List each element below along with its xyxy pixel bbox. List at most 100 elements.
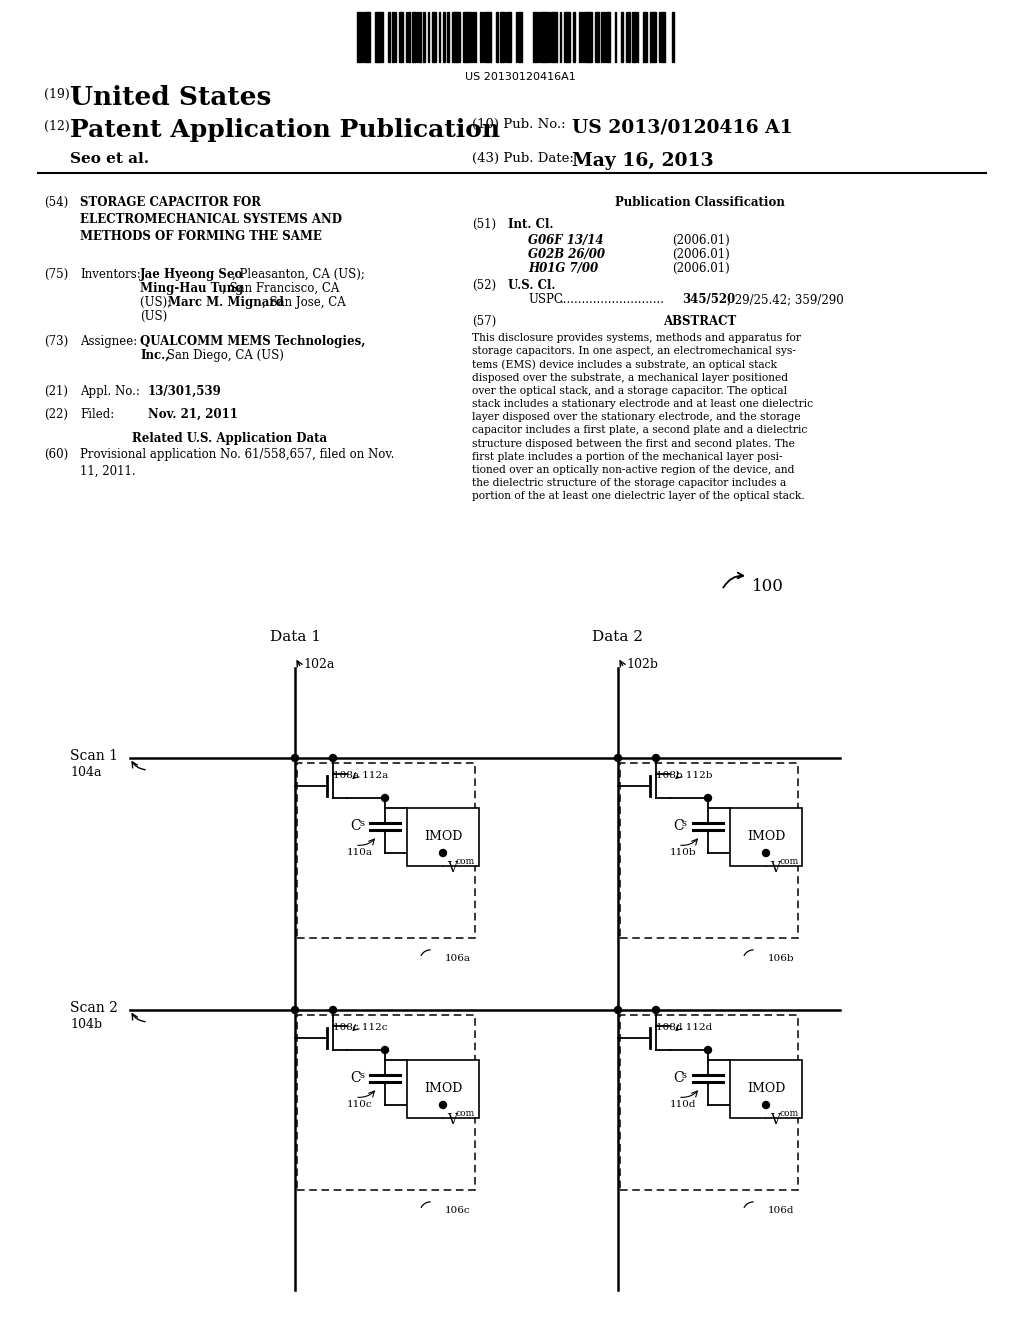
- Bar: [645, 12, 647, 62]
- Circle shape: [330, 755, 337, 762]
- Text: (54): (54): [44, 195, 69, 209]
- Bar: [463, 12, 465, 62]
- Bar: [622, 12, 623, 62]
- Bar: [628, 12, 630, 62]
- Circle shape: [705, 795, 712, 801]
- Bar: [487, 12, 488, 62]
- Text: IMOD: IMOD: [424, 1082, 462, 1096]
- Bar: [544, 12, 546, 62]
- Bar: [608, 12, 609, 62]
- Text: 102a: 102a: [303, 657, 335, 671]
- Bar: [459, 12, 460, 62]
- Bar: [369, 12, 370, 62]
- Text: first plate includes a portion of the mechanical layer posi-: first plate includes a portion of the me…: [472, 451, 782, 462]
- Bar: [650, 12, 651, 62]
- Bar: [730, 1060, 802, 1118]
- Text: Assignee:: Assignee:: [80, 335, 137, 348]
- Text: (2006.01): (2006.01): [672, 248, 730, 261]
- Bar: [635, 12, 636, 62]
- Bar: [584, 12, 586, 62]
- Text: ............................: ............................: [560, 293, 665, 306]
- Text: 100: 100: [752, 578, 784, 595]
- Bar: [413, 12, 414, 62]
- Bar: [643, 12, 645, 62]
- Bar: [447, 12, 450, 62]
- Text: Scan 2: Scan 2: [70, 1001, 118, 1015]
- Bar: [591, 12, 592, 62]
- Circle shape: [652, 1006, 659, 1014]
- Bar: [536, 12, 538, 62]
- Bar: [601, 12, 603, 62]
- Text: San Diego, CA (US): San Diego, CA (US): [163, 348, 284, 362]
- Circle shape: [292, 755, 299, 762]
- Circle shape: [382, 1047, 388, 1053]
- Bar: [438, 12, 440, 62]
- Bar: [730, 808, 802, 866]
- Text: 108c 112c: 108c 112c: [333, 1023, 387, 1032]
- Bar: [401, 12, 403, 62]
- Bar: [465, 12, 467, 62]
- Bar: [509, 12, 511, 62]
- Text: over the optical stack, and a storage capacitor. The optical: over the optical stack, and a storage ca…: [472, 385, 787, 396]
- Text: com: com: [456, 1109, 475, 1118]
- Text: (75): (75): [44, 268, 69, 281]
- Bar: [500, 12, 502, 62]
- Text: Appl. No.:: Appl. No.:: [80, 385, 140, 399]
- Bar: [474, 12, 475, 62]
- Bar: [394, 12, 396, 62]
- Text: com: com: [456, 857, 475, 866]
- Bar: [580, 12, 582, 62]
- Bar: [496, 12, 498, 62]
- Text: G06F 13/14: G06F 13/14: [528, 234, 603, 247]
- Bar: [297, 1015, 475, 1191]
- Bar: [443, 12, 444, 62]
- Bar: [364, 12, 366, 62]
- Text: This disclosure provides systems, methods and apparatus for: This disclosure provides systems, method…: [472, 333, 801, 343]
- Bar: [415, 12, 416, 62]
- Text: ; 29/25.42; 359/290: ; 29/25.42; 359/290: [727, 293, 844, 306]
- Text: 108a 112a: 108a 112a: [333, 771, 388, 780]
- Text: V: V: [770, 1113, 780, 1127]
- Text: 106a: 106a: [445, 954, 471, 964]
- Bar: [432, 12, 434, 62]
- Bar: [564, 12, 566, 62]
- Text: layer disposed over the stationary electrode, and the storage: layer disposed over the stationary elect…: [472, 412, 801, 422]
- Bar: [620, 1015, 798, 1191]
- Text: com: com: [779, 1109, 799, 1118]
- Text: IMOD: IMOD: [424, 830, 462, 843]
- Bar: [553, 12, 555, 62]
- Text: 110c: 110c: [347, 1100, 373, 1109]
- Text: 110b: 110b: [670, 847, 696, 857]
- Text: com: com: [779, 857, 799, 866]
- Bar: [520, 12, 522, 62]
- Bar: [419, 12, 421, 62]
- Text: structure disposed between the first and second plates. The: structure disposed between the first and…: [472, 438, 795, 449]
- Circle shape: [439, 1101, 446, 1109]
- Bar: [620, 763, 798, 939]
- Bar: [489, 12, 490, 62]
- Text: V: V: [770, 861, 780, 875]
- Bar: [482, 12, 484, 62]
- Text: 108b 112b: 108b 112b: [656, 771, 713, 780]
- Text: 104a: 104a: [70, 766, 101, 779]
- Bar: [588, 12, 590, 62]
- Text: tioned over an optically non-active region of the device, and: tioned over an optically non-active regi…: [472, 465, 795, 475]
- Bar: [381, 12, 383, 62]
- Bar: [672, 12, 674, 62]
- Bar: [516, 12, 517, 62]
- Bar: [559, 12, 561, 62]
- Bar: [637, 12, 638, 62]
- Text: Marc M. Mignard: Marc M. Mignard: [168, 296, 284, 309]
- Text: Data 1: Data 1: [269, 630, 321, 644]
- Text: s: s: [359, 1071, 364, 1080]
- Text: ABSTRACT: ABSTRACT: [664, 315, 736, 327]
- Bar: [417, 12, 419, 62]
- Circle shape: [763, 1101, 769, 1109]
- Text: Int. Cl.: Int. Cl.: [508, 218, 554, 231]
- Bar: [603, 12, 605, 62]
- Bar: [652, 12, 653, 62]
- Text: Seo et al.: Seo et al.: [70, 152, 150, 166]
- Text: s: s: [682, 818, 687, 828]
- Bar: [551, 12, 553, 62]
- Text: 106c: 106c: [445, 1206, 471, 1214]
